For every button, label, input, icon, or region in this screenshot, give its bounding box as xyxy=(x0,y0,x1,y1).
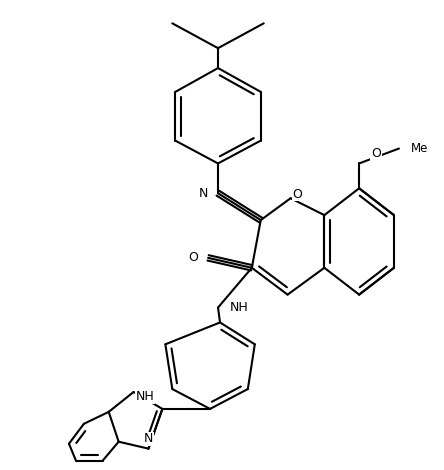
Text: NH: NH xyxy=(135,391,155,403)
Text: O: O xyxy=(188,251,198,264)
Text: O: O xyxy=(371,147,381,160)
Text: N: N xyxy=(199,187,208,200)
Text: N: N xyxy=(144,432,153,445)
Text: O: O xyxy=(293,188,302,201)
Text: NH: NH xyxy=(230,301,249,314)
Text: Me: Me xyxy=(411,142,428,155)
